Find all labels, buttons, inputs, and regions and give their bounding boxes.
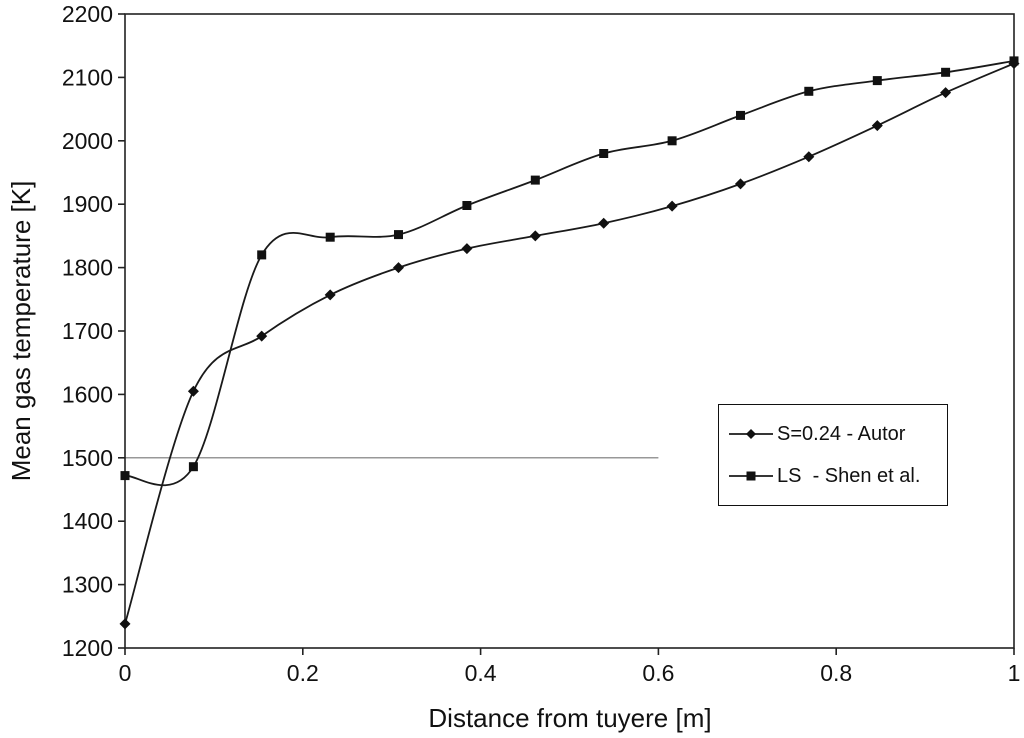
diamond-marker-icon — [735, 178, 746, 190]
square-marker-icon — [667, 136, 677, 146]
square-marker-icon — [188, 462, 198, 472]
x-axis-title: Distance from tuyere [m] — [428, 703, 711, 733]
y-tick-label: 2000 — [62, 128, 113, 154]
square-marker-icon — [325, 232, 335, 242]
plot-generated-content: 1200 1300 1400 1500 1600 1700 1800 1900 2000 2100… — [62, 1, 1021, 686]
legend-swatch-diamond — [729, 429, 773, 439]
y-tick-label: 1900 — [62, 191, 113, 217]
y-tick-label: 2100 — [62, 64, 113, 90]
y-tick-label: 1400 — [62, 508, 113, 534]
y-tick-label: 1800 — [62, 255, 113, 281]
diamond-marker-icon — [119, 618, 131, 630]
diamond-marker-icon — [393, 262, 404, 274]
square-marker-icon — [394, 230, 403, 240]
diamond-marker-icon — [746, 429, 756, 439]
plot-border — [124, 13, 1015, 649]
square-marker-icon — [599, 149, 609, 158]
x-tick-label: 0.8 — [820, 660, 852, 686]
square-marker-icon — [257, 250, 267, 260]
legend: S=0.24 - Autor LS - Shen et al. — [718, 404, 948, 506]
y-tick-label: 1600 — [62, 381, 113, 407]
diamond-marker-icon — [871, 120, 883, 132]
square-marker-icon — [120, 471, 130, 481]
y-axis-title: Mean gas temperature [K] — [6, 181, 36, 482]
legend-swatch-square — [729, 471, 773, 481]
diamond-marker-icon — [803, 151, 815, 163]
square-marker-icon — [530, 175, 540, 185]
diamond-marker-icon — [529, 230, 541, 242]
diamond-marker-icon — [598, 217, 610, 229]
series-line-0 — [124, 62, 1015, 625]
legend-label-shen: LS - Shen et al. — [777, 464, 921, 487]
x-tick-label: 0 — [119, 660, 132, 686]
diamond-marker-icon — [461, 243, 473, 255]
diamond-marker-icon — [324, 289, 336, 301]
diamond-marker-icon — [187, 385, 199, 397]
square-marker-icon — [1009, 56, 1019, 66]
legend-label-autor: S=0.24 - Autor — [777, 422, 906, 445]
diamond-marker-icon — [940, 87, 952, 99]
square-marker-icon — [462, 201, 472, 210]
square-marker-icon — [804, 86, 814, 96]
y-tick-label: 2200 — [62, 1, 113, 27]
y-tick-label: 1500 — [62, 445, 113, 471]
y-tick-label: 1700 — [62, 318, 113, 344]
y-tick-label: 1300 — [62, 572, 113, 598]
x-tick-label: 0.4 — [465, 660, 497, 686]
square-marker-icon — [941, 67, 951, 77]
x-tick-label: 1 — [1008, 660, 1021, 686]
x-tick-label: 0.2 — [287, 660, 319, 686]
diamond-marker-icon — [666, 200, 678, 212]
legend-entry-autor: S=0.24 - Autor — [729, 423, 937, 446]
square-marker-icon — [746, 471, 756, 481]
square-marker-icon — [872, 76, 882, 86]
y-tick-label: 1200 — [62, 635, 113, 661]
diamond-marker-icon — [256, 330, 268, 342]
square-marker-icon — [736, 110, 745, 120]
x-tick-label: 0.6 — [642, 660, 674, 686]
legend-entry-shen: LS - Shen et al. — [729, 465, 937, 488]
